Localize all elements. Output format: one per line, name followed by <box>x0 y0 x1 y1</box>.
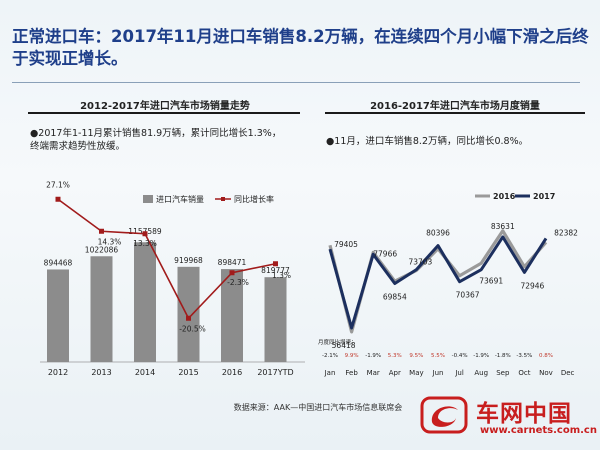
headline-divider <box>12 82 580 83</box>
brand-name: 车网中国 <box>476 401 572 427</box>
bar-value-label: 1022086 <box>85 245 119 254</box>
growth-row-value: 9.5% <box>409 353 423 359</box>
left-chart-title: 2012-2017年进口汽车市场销量走势 <box>80 101 250 112</box>
legend-label-sales: 进口汽车销量 <box>156 194 204 204</box>
point-value-label: 72946 <box>520 281 544 290</box>
growth-point <box>186 315 191 321</box>
legend-swatch-sales <box>143 195 153 203</box>
series-line-2017 <box>328 235 548 330</box>
growth-row-value: -1.9% <box>365 353 381 359</box>
x-tick-label: Mar <box>367 369 380 377</box>
growth-row-value: -2.1% <box>322 353 338 359</box>
growth-row-value: 5.3% <box>388 353 402 359</box>
bar-value-label: 819777 <box>261 266 290 275</box>
x-tick-label: 2013 <box>91 368 111 377</box>
bar <box>47 269 69 362</box>
growth-value-label: 13.3% <box>133 239 157 248</box>
point-value-label: 70367 <box>456 291 480 300</box>
x-tick-label: Sep <box>496 369 510 377</box>
left-chart-note: ●2017年1-11月累计销售81.9万辆，累计同比增长1.3%， 终端需求趋势… <box>30 128 282 152</box>
x-tick-label: 2014 <box>135 368 155 377</box>
growth-point <box>55 196 61 202</box>
legend-label-growth: 同比增长率 <box>234 194 274 204</box>
x-tick-label: Nov <box>539 369 553 377</box>
growth-point <box>273 261 278 267</box>
bar <box>264 277 287 362</box>
x-tick-label: Jun <box>432 369 444 377</box>
x-tick-label: 2012 <box>48 368 68 377</box>
x-tick-label: 2017YTD <box>257 368 293 377</box>
right-chart-title: 2016-2017年进口汽车市场月度销量 <box>370 101 540 112</box>
growth-value-label: 1.3% <box>272 271 291 280</box>
growth-row-value: -1.8% <box>495 353 511 359</box>
point-value-label: 77966 <box>373 249 397 258</box>
data-source: 数据来源：AAK—中国进口汽车市场信息联席会 <box>233 403 403 412</box>
growth-row-value: -3.5% <box>516 353 532 359</box>
growth-value-label: -20.5% <box>179 324 206 333</box>
point-value-label: 82382 <box>554 228 578 237</box>
point-value-label: 69854 <box>383 293 407 302</box>
growth-row-value: -0.4% <box>452 353 468 359</box>
bar <box>134 242 156 362</box>
growth-row-value: 0.8% <box>539 353 553 359</box>
growth-row-value: 9.9% <box>345 353 359 359</box>
growth-value-label: -2.3% <box>227 278 249 287</box>
point-value-label: 79405 <box>334 240 358 249</box>
point-value-label: 80396 <box>426 229 450 238</box>
brand-logo-mark <box>420 396 468 434</box>
bar-value-label: 894468 <box>44 258 73 267</box>
right-title-rule <box>325 112 585 114</box>
point-value-label: 83631 <box>491 222 515 231</box>
x-tick-label: Feb <box>345 369 358 377</box>
right-chart-note: ●11月，进口车销售8.2万辆，同比增长0.8%。 <box>326 136 529 147</box>
brand-url: www.carnets.com.cn <box>480 425 597 436</box>
bar <box>221 269 243 362</box>
point-value-label: 73703 <box>408 258 432 267</box>
growth-line <box>57 198 276 320</box>
legend-marker-growth <box>221 197 225 201</box>
growth-row-value: 5.5% <box>431 353 445 359</box>
growth-point <box>99 228 104 234</box>
bar <box>90 256 113 362</box>
growth-point <box>142 231 148 237</box>
bar-value-label: 898471 <box>218 258 247 267</box>
headline: 正常进口车：2017年11月进口车销售8.2万辆，在连续四个月小幅下滑之后终于实… <box>12 27 589 68</box>
point-value-label: 73691 <box>479 277 503 286</box>
growth-point <box>229 270 235 276</box>
x-tick-label: Jan <box>324 369 336 377</box>
bar-value-label: 919968 <box>174 256 203 265</box>
point-value-label: 56418 <box>332 341 356 350</box>
x-tick-label: 2015 <box>178 368 198 377</box>
x-tick-label: 2016 <box>222 368 242 377</box>
x-tick-label: Oct <box>518 369 530 377</box>
x-tick-label: Dec <box>561 369 575 377</box>
left-title-rule <box>28 112 300 114</box>
growth-value-label: 27.1% <box>46 180 70 189</box>
x-tick-label: Aug <box>474 369 488 377</box>
growth-row-value: -1.9% <box>473 353 489 359</box>
brand-logo: 车网中国 www.carnets.com.cn <box>420 392 597 447</box>
legend-label-2016: 2016 <box>493 192 516 201</box>
x-tick-label: May <box>409 369 423 377</box>
growth-row-label: 月度同比增速： <box>318 338 357 346</box>
bar <box>177 266 200 362</box>
x-tick-label: Jul <box>454 369 464 377</box>
legend-label-2017: 2017 <box>533 192 555 201</box>
growth-value-label: 14.3% <box>98 237 122 246</box>
x-tick-label: Apr <box>389 369 401 377</box>
